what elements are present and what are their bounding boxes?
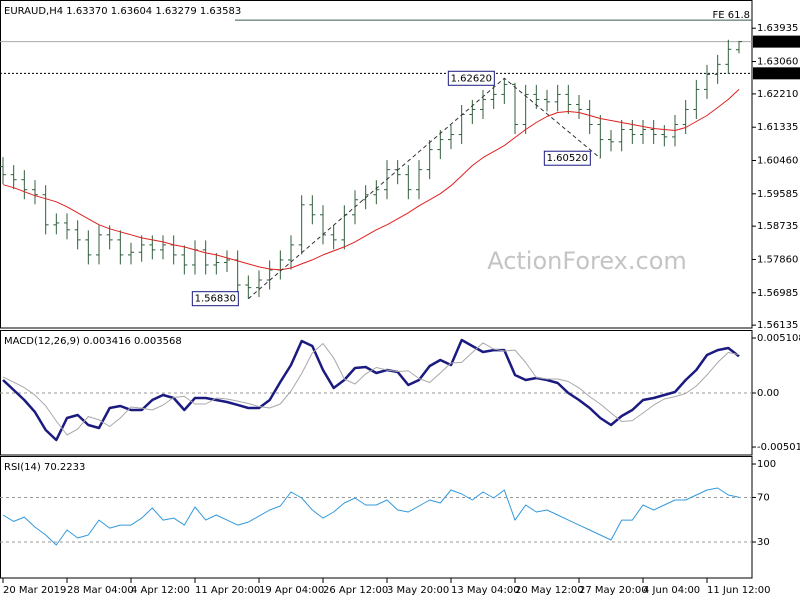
price-panel: [0, 0, 753, 329]
y-tick-label: 1.62210: [757, 89, 798, 100]
y-tick-label: 1.59585: [757, 189, 798, 200]
panel-title: RSI(14) 70.2233: [4, 462, 85, 473]
moving-average: [2, 89, 740, 271]
indicator-line: [2, 338, 740, 442]
y-tick-label: 1.60460: [757, 156, 798, 167]
y-tick-label: -0.005019: [757, 442, 800, 453]
y-tick-label: 1.56985: [757, 288, 798, 299]
y-tick-label: 30: [757, 537, 770, 548]
x-tick-label: 20 May 12:00: [515, 585, 584, 596]
callout-label: 1.60520: [547, 153, 588, 164]
x-tick-label: 27 May 20:00: [579, 585, 648, 596]
watermark: ActionForex.com: [487, 247, 687, 275]
panel-title: MACD(12,26,9) 0.003416 0.003568: [4, 336, 182, 347]
y-tick-label: 100: [757, 459, 776, 470]
y-tick-label: 1.58735: [757, 221, 798, 232]
x-tick-label: 13 May 04:00: [451, 585, 520, 596]
callout-box: [447, 70, 495, 86]
rsi-panel: [0, 456, 753, 579]
y-tick-label: 70: [757, 492, 770, 503]
x-tick-label: 28 Mar 04:00: [67, 585, 134, 596]
callout-label: 1.62620: [451, 73, 492, 84]
y-tick-label: 1.56135: [757, 320, 798, 331]
panel-title: EURAUD,H4 1.63370 1.63604 1.63279 1.6358…: [4, 6, 241, 17]
x-tick-label: 4 Jun 04:00: [643, 585, 700, 596]
y-tick-label: 0.005108: [757, 333, 800, 344]
price-tag: [753, 67, 800, 80]
indicator-line: [2, 342, 740, 436]
x-tick-label: 19 Apr 04:00: [259, 585, 324, 596]
x-tick-label: 11 Apr 20:00: [195, 585, 260, 596]
x-tick-label: 11 Jun 12:00: [707, 585, 771, 596]
y-tick-label: 1.63935: [757, 23, 798, 34]
trend-line: [248, 77, 601, 300]
callout-box: [543, 150, 591, 166]
callout-box: [191, 291, 239, 307]
x-tick-label: 4 Apr 12:00: [131, 585, 190, 596]
y-tick-label: 1.63060: [757, 57, 798, 68]
indicator-line: [2, 487, 740, 546]
y-tick-label: 1.61335: [757, 122, 798, 133]
price-tag-label: 1.62750: [757, 68, 798, 79]
y-tick-label: 1.57860: [757, 254, 798, 265]
price-tag-label: 1.63583: [757, 37, 798, 48]
x-tick-label: 20 Mar 2019: [3, 585, 66, 596]
y-tick-label: 0.00: [757, 388, 779, 399]
macd-panel: [0, 330, 753, 456]
fe-label: FE 61.8: [712, 10, 750, 21]
callout-label: 1.56830: [195, 294, 236, 305]
x-tick-label: 3 May 20:00: [387, 585, 449, 596]
price-tag: [753, 35, 800, 48]
x-tick-label: 26 Apr 12:00: [323, 585, 388, 596]
